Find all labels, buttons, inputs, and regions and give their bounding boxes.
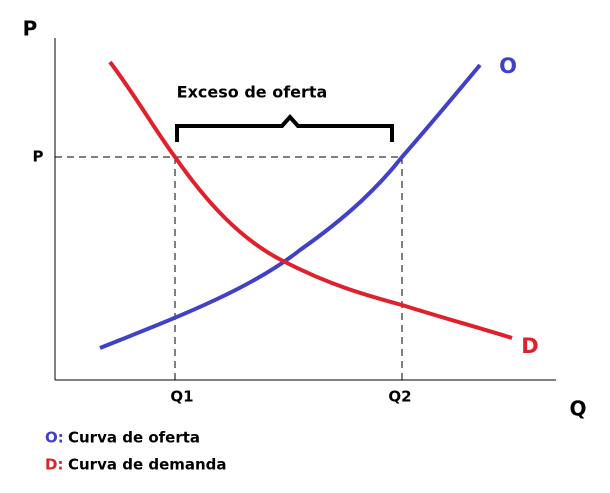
legend-key: O:	[45, 429, 64, 447]
excess-bracket	[175, 113, 394, 142]
demand-curve	[108, 60, 513, 340]
legend-text: Curva de oferta	[68, 429, 200, 447]
supply-curve	[99, 63, 482, 350]
annotation: Exceso de oferta	[177, 83, 328, 102]
curve-label: D	[521, 334, 538, 358]
price-label: P	[33, 148, 44, 166]
y-axis-label: P	[23, 17, 38, 41]
quantity-label: Q1	[170, 388, 193, 406]
quantity-label: Q2	[388, 388, 411, 406]
legend-key: D:	[45, 456, 63, 474]
curve-label: O	[499, 54, 517, 78]
x-axis-label: Q	[569, 397, 586, 421]
legend-text: Curva de demanda	[68, 456, 227, 474]
